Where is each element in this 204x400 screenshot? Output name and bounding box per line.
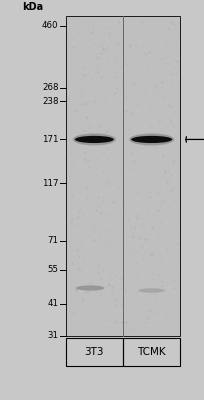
Bar — [122, 338, 180, 366]
Ellipse shape — [72, 134, 115, 146]
Text: kDa: kDa — [22, 2, 43, 12]
Text: 55: 55 — [47, 266, 58, 274]
Text: 3T3: 3T3 — [84, 347, 104, 357]
Ellipse shape — [138, 288, 164, 293]
Ellipse shape — [131, 136, 171, 143]
Text: 31: 31 — [47, 332, 58, 340]
Text: 238: 238 — [42, 97, 58, 106]
Text: 268: 268 — [42, 83, 58, 92]
Text: 71: 71 — [47, 236, 58, 245]
Bar — [65, 16, 180, 336]
Bar — [65, 338, 122, 366]
Text: TCMK: TCMK — [137, 347, 165, 357]
Ellipse shape — [129, 134, 173, 146]
Ellipse shape — [74, 136, 113, 143]
Text: 41: 41 — [47, 299, 58, 308]
Ellipse shape — [75, 286, 104, 291]
Text: 460: 460 — [42, 21, 58, 30]
Text: 117: 117 — [42, 179, 58, 188]
Text: 171: 171 — [42, 135, 58, 144]
